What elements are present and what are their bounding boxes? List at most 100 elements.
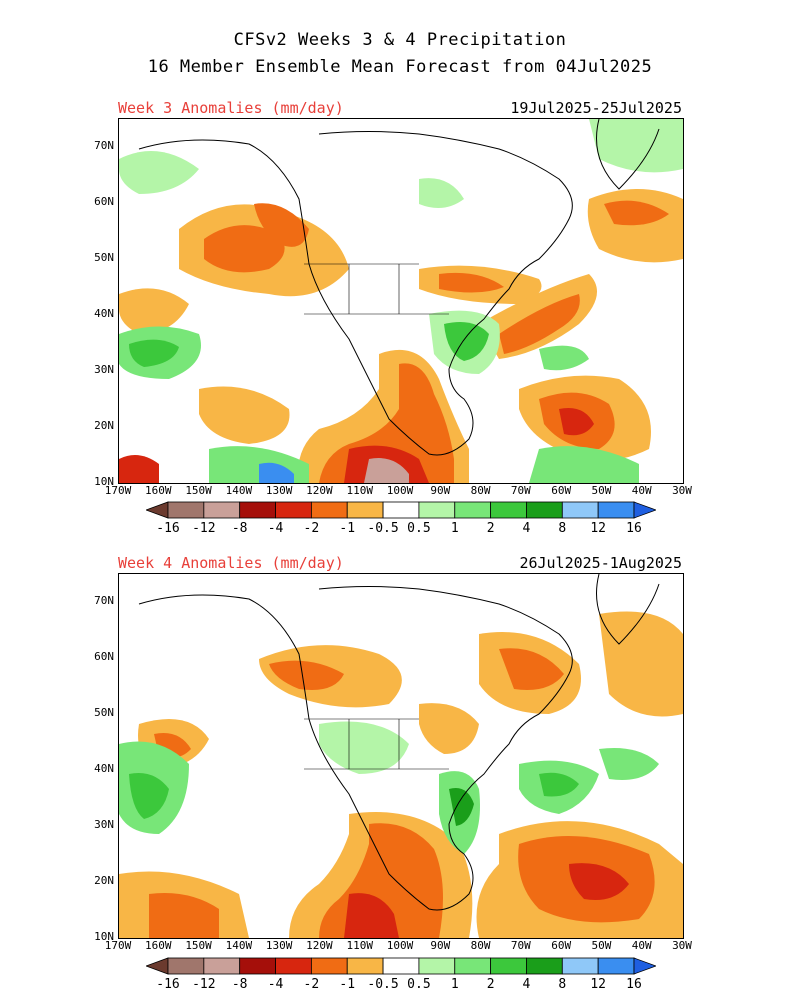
title-line-1: CFSv2 Weeks 3 & 4 Precipitation [233,30,567,50]
lat-label: 10N [94,475,114,488]
colorbar-label: -12 [192,977,216,992]
lat-label: 50N [94,251,114,264]
lat-label: 60N [94,195,114,208]
lat-label: 10N [94,930,114,943]
colorbar-swatch [526,501,563,519]
lon-label: 110W [346,484,373,497]
lat-label: 30N [94,818,114,831]
colorbar-swatch [310,957,348,975]
colorbar-swatch [346,957,384,975]
lon-label: 150W [185,939,212,952]
lon-label: 40W [631,939,652,952]
colorbar-swatch [203,957,241,975]
colorbar-week4 [144,957,658,975]
lon-label: 100W [386,939,414,952]
lat-label: 70N [94,594,114,607]
colorbar-swatch [239,957,276,975]
colorbar-swatch [382,957,420,975]
colorbar-label: -16 [156,521,180,536]
colorbar-label: 1 [450,977,459,992]
panel-2-dates: 26Jul2025-1Aug2025 [519,554,682,572]
lon-label: 110W [346,939,373,952]
colorbar-label: -4 [267,977,284,992]
lon-label: 130W [265,939,293,952]
lon-label: 60W [551,939,572,952]
lon-label: 100W [386,484,414,497]
colorbar-label: 0.5 [407,521,431,536]
lon-label: 150W [185,484,212,497]
colorbar-swatch [454,501,492,519]
lon-label: 50W [591,484,612,497]
colorbar-swatch [454,957,492,975]
colorbar-label: -12 [192,521,216,536]
colorbar-label: 4 [522,977,531,992]
colorbar-label: 16 [626,521,642,536]
colorbar-label: -8 [231,977,248,992]
colorbar-label: 12 [590,977,606,992]
colorbar-label: 2 [486,977,495,992]
colorbar-swatch [418,957,456,975]
colorbar-label: -1 [339,521,356,536]
colorbar-swatch [561,957,599,975]
lon-label: 30W [672,939,692,952]
lon-label: 40W [631,484,652,497]
colorbar-label: 2 [486,521,495,536]
colorbar-label: -0.5 [367,521,399,536]
colorbar-label: -4 [267,521,284,536]
lon-label: 60W [551,484,572,497]
colorbar-swatch [346,501,384,519]
lat-label: 20N [94,419,114,432]
colorbar-swatch [167,501,205,519]
lon-label: 30W [672,484,692,497]
lon-label: 70W [510,484,531,497]
colorbar-swatch [275,501,312,519]
lon-label: 140W [225,939,253,952]
lon-label: 80W [470,484,491,497]
lat-label: 40N [94,307,114,320]
colorbar-swatch [239,501,276,519]
colorbar-label: -2 [303,977,320,992]
colorbar-label: -0.5 [367,977,399,992]
lon-label: 140W [225,484,253,497]
week4-map-graphic [119,574,683,938]
lat-label: 50N [94,706,114,719]
lat-label: 30N [94,363,114,376]
colorbar-swatch [418,501,456,519]
panel-1-title: Week 3 Anomalies (mm/day) [118,99,344,117]
lat-label: 20N [94,874,114,887]
colorbar-label: -1 [339,977,356,992]
colorbar-swatches [144,501,658,519]
colorbar-label: 12 [590,521,606,536]
colorbar-week3 [144,501,658,519]
lat-label: 70N [94,139,114,152]
week4-anomaly-map [118,573,684,939]
colorbar-swatch [490,501,527,519]
lon-label: 130W [265,484,293,497]
week3-anomaly-map [118,118,684,484]
lon-label: 90W [430,939,451,952]
panel-2-title: Week 4 Anomalies (mm/day) [118,554,344,572]
colorbar-swatch [597,957,635,975]
colorbar-swatch [526,957,563,975]
lon-label: 80W [470,939,491,952]
colorbar-label: 4 [522,521,531,536]
colorbar-label: 1 [450,521,459,536]
colorbar-label: 8 [558,521,567,536]
lon-label: 170W [104,484,132,497]
week3-map-graphic [119,119,683,483]
colorbar-swatch [633,501,658,519]
lon-label: 160W [145,939,172,952]
colorbar-swatch [310,501,348,519]
colorbar-swatch [561,501,599,519]
colorbar-label: -8 [231,521,248,536]
colorbar-label: 8 [558,977,567,992]
colorbar-label: -16 [156,977,180,992]
colorbar-swatch [597,501,635,519]
lon-label: 160W [145,484,172,497]
lon-label: 70W [510,939,531,952]
lat-label: 40N [94,762,114,775]
lon-label: 170W [104,939,132,952]
lon-label: 120W [306,939,333,952]
colorbar-swatch [275,957,312,975]
colorbar-swatch [382,501,420,519]
